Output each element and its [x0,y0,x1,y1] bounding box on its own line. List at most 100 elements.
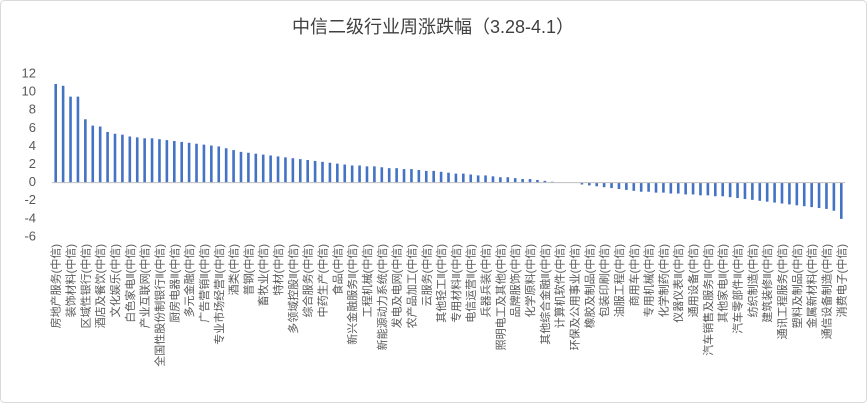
bar [825,182,828,209]
x-tick-label: 消费电子(中信) [834,244,848,317]
bar [588,182,591,186]
bar [462,173,465,183]
bar [128,136,132,183]
bar [217,146,221,183]
y-tick-label: 10 [22,84,36,99]
bar [210,145,213,183]
y-tick-label: 6 [29,120,36,135]
bar [484,175,487,183]
bar [424,170,428,183]
x-tick-label: 多领域控股Ⅱ(中信) [286,244,300,334]
x-tick-label: 房地产服务(中信) [49,244,63,328]
x-tick-label: 兵器兵装(中信) [480,244,493,317]
x-tick-label: 汽车零部件Ⅱ(中信) [731,244,745,334]
bar [654,182,658,193]
x-tick-label: 酒类(中信) [227,244,241,295]
bar [699,182,702,196]
x-tick-label: 化学原料(中信) [523,244,537,317]
bar [150,138,154,183]
x-tick-label: 新兴金融服务Ⅱ(中信) [345,244,359,345]
bar [595,182,599,187]
bar [402,169,406,183]
bar [380,167,384,183]
bar [751,182,754,200]
bar [276,156,280,183]
x-tick-label: 其他家电Ⅱ(中信) [716,244,730,323]
bar [239,151,243,183]
y-tick-label: 4 [29,138,36,153]
x-tick-label: 白色家电Ⅱ(中信) [123,244,137,323]
x-tick-label: 多元金融(中信) [182,244,196,317]
bar [832,182,836,211]
bar [84,119,87,183]
bar [69,96,72,183]
y-tick-label: -2 [24,192,36,207]
bar [795,182,799,206]
x-tick-label: 化学制药(中信) [656,244,670,317]
bar [365,166,369,183]
bar [788,182,791,205]
x-tick-label: 食品(中信) [330,244,344,295]
bar [76,96,80,183]
bar [469,174,473,183]
bar [780,182,784,204]
bar [684,182,687,195]
bar [528,179,532,183]
bar [810,182,813,208]
bar [610,182,613,189]
bar [447,172,450,183]
bar [439,171,443,183]
bar [254,153,258,183]
bar [417,169,421,183]
bar [106,131,109,183]
x-tick-label: 综合服务(中信) [301,244,315,317]
bar [306,160,309,183]
x-tick-label: 厨房电器Ⅱ(中信) [168,244,181,323]
bar [158,139,161,183]
bar [817,182,821,209]
bar [291,158,295,183]
x-tick-label: 特材(中信) [271,244,285,295]
bar [765,182,769,202]
bar [839,182,843,219]
y-tick-label: -4 [24,210,36,225]
y-tick-label: -6 [24,228,36,243]
x-tick-label: 通信设备制造(中信) [819,244,833,339]
x-tick-label: 畜牧业(中信) [256,244,270,306]
x-tick-label: 金属新材料(中信) [805,244,819,328]
bar [714,182,717,197]
x-tick-label: 建筑装修Ⅱ(中信) [760,244,774,323]
bar [61,85,65,183]
bar [247,152,250,183]
bar [143,138,146,183]
bar [506,177,510,183]
x-tick-label: 商用车(中信) [627,244,641,306]
bar [521,179,524,183]
x-tick-label: 文化娱乐(中信) [108,244,122,317]
bar [224,148,228,183]
bar [543,180,547,183]
x-tick-label: 专用材料Ⅱ(中信) [449,244,463,323]
bar [343,164,347,183]
bar [580,182,584,185]
x-tick-label: 通用设备(中信) [686,244,700,317]
x-tick-label: 全国性股份制银行Ⅱ(中信) [152,244,166,367]
x-tick-label: 云服务(中信) [420,244,433,306]
x-tick-label: 发电及电网(中信) [390,244,404,328]
bar [758,182,762,201]
bar [121,134,124,183]
x-tick-label: 橡胶及制品(中信) [582,244,596,328]
bar [476,175,480,183]
bar [536,179,539,183]
x-tick-label: 酒店及餐饮(中信) [93,244,107,328]
x-tick-label: 计算机软件(中信) [553,244,567,328]
x-tick-label: 通讯工程服务(中信) [776,244,789,339]
bar [358,165,361,183]
bar [773,182,776,203]
bar [499,177,502,183]
x-tick-label: 仪器仪表Ⅱ(中信) [671,244,685,323]
bar [321,161,324,183]
bar [180,141,183,183]
bar [617,182,621,190]
bar [54,83,58,183]
